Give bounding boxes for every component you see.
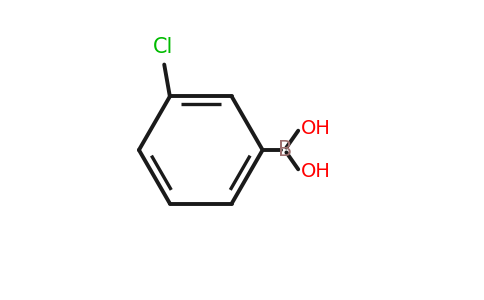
Text: Cl: Cl <box>152 37 173 57</box>
Text: B: B <box>277 140 292 160</box>
Text: OH: OH <box>301 163 331 182</box>
Text: OH: OH <box>301 118 331 137</box>
